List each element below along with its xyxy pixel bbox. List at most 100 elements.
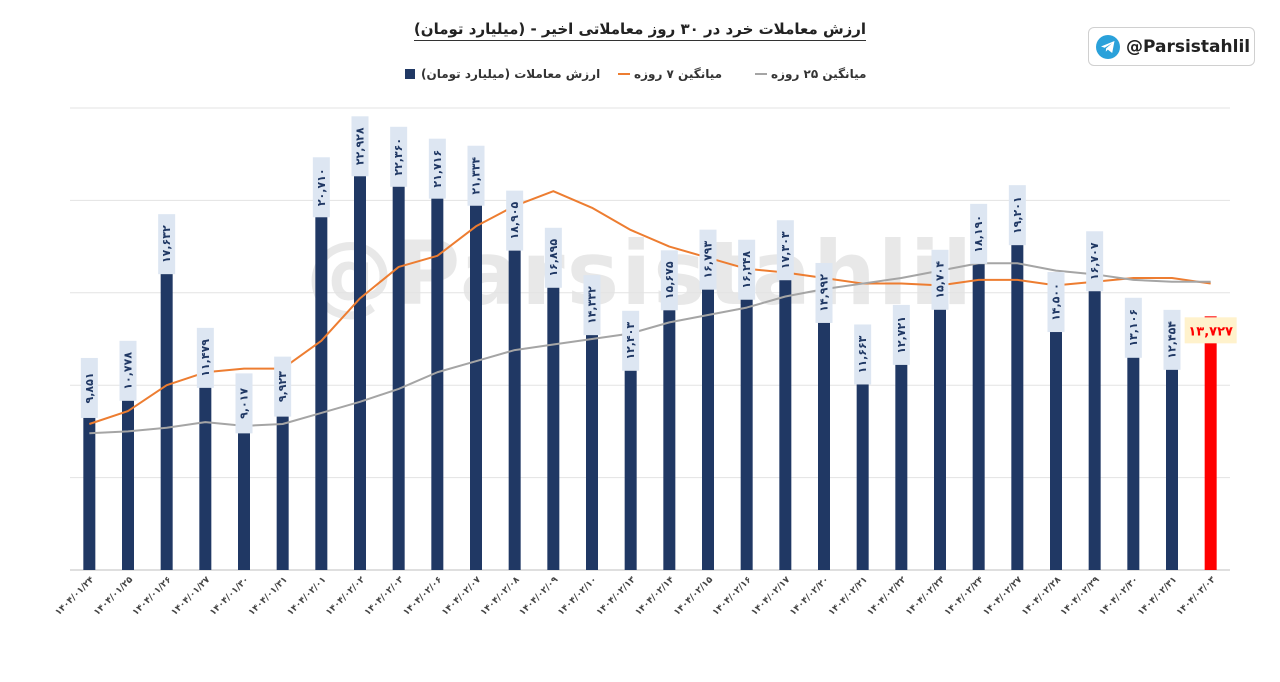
x-tick-label: ۱۴۰۴/۰۲/۰۲ bbox=[324, 575, 367, 618]
x-tick-label: ۱۴۰۴/۰۱/۲۷ bbox=[170, 575, 213, 618]
data-label: ۹,۸۵۱ bbox=[83, 372, 96, 403]
x-tick-label: ۱۴۰۴/۰۲/۲۴ bbox=[943, 575, 986, 618]
data-label-box bbox=[583, 275, 601, 336]
x-tick-label: ۱۴۰۴/۰۲/۲۹ bbox=[1059, 575, 1102, 618]
x-tick-label: ۱۴۰۴/۰۲/۰۱ bbox=[286, 575, 329, 618]
data-label-box bbox=[312, 157, 330, 218]
bar bbox=[663, 280, 676, 570]
data-label: ۱۹,۲۰۱ bbox=[1011, 196, 1024, 234]
bar bbox=[315, 187, 328, 570]
bar bbox=[740, 269, 753, 570]
data-label: ۱۱,۴۷۹ bbox=[199, 339, 212, 377]
bar bbox=[934, 279, 946, 570]
bar bbox=[547, 257, 560, 570]
x-tick-label: ۱۴۰۴/۰۲/۲۲ bbox=[866, 575, 909, 618]
data-label: ۱۴,۵۰۰ bbox=[1050, 283, 1063, 321]
data-label-box bbox=[544, 227, 562, 288]
legend-label-ma25: میانگین ۲۵ روزه bbox=[771, 67, 867, 81]
bar bbox=[1050, 302, 1062, 570]
bar bbox=[895, 334, 908, 570]
x-tick-label: ۱۴۰۴/۰۲/۱۶ bbox=[711, 575, 754, 618]
bar bbox=[779, 250, 792, 571]
x-tick-label: ۱۴۰۴/۰۲/۲۱ bbox=[827, 575, 870, 618]
bar bbox=[586, 305, 598, 570]
x-tick-label: ۱۴۰۴/۰۱/۳۱ bbox=[247, 575, 290, 618]
x-tick-label: ۱۴۰۴/۰۲/۰۳ bbox=[363, 575, 406, 618]
x-tick-label: ۱۴۰۴/۰۲/۱۷ bbox=[750, 575, 793, 618]
x-tick-label: ۱۴۰۴/۰۲/۱۳ bbox=[595, 575, 638, 618]
data-label: ۱۶,۷۰۷ bbox=[1088, 242, 1101, 280]
legend-label-ma7: میانگین ۷ روزه bbox=[634, 67, 723, 81]
chart-title: ارزش معاملات خرد در ۳۰ روز معاملاتی اخیر… bbox=[0, 20, 1280, 41]
data-label-box bbox=[196, 327, 214, 388]
data-label-box bbox=[854, 324, 872, 385]
data-label-box bbox=[80, 357, 98, 418]
data-label-box bbox=[351, 116, 369, 177]
data-label-box bbox=[1086, 231, 1104, 292]
x-tick-label: ۱۴۰۴/۰۲/۱۰ bbox=[556, 575, 599, 618]
data-label-box bbox=[467, 145, 485, 206]
x-tick-label: ۱۴۰۴/۰۱/۲۵ bbox=[92, 575, 135, 618]
legend-item-ma7: میانگین ۷ روزه bbox=[618, 64, 723, 84]
data-label: ۱۸,۹۰۵ bbox=[508, 201, 521, 239]
data-label: ۲۱,۷۱۶ bbox=[431, 150, 444, 188]
x-tick-label: ۱۴۰۴/۰۳/۰۳ bbox=[1175, 575, 1218, 618]
x-tick-label: ۱۴۰۴/۰۲/۰۷ bbox=[440, 575, 483, 618]
x-tick-label: ۱۴۰۴/۰۱/۲۴ bbox=[54, 575, 97, 618]
legend-swatch-ma25 bbox=[755, 73, 767, 75]
channel-badge[interactable]: @Parsistahlil bbox=[1088, 27, 1255, 66]
data-label-box bbox=[970, 203, 988, 264]
data-label-box bbox=[776, 220, 794, 281]
data-label-box bbox=[235, 373, 253, 434]
legend-label-value: ارزش معاملات (میلیارد تومان) bbox=[421, 67, 601, 81]
x-tick-label: ۱۴۰۴/۰۲/۳۱ bbox=[1136, 575, 1179, 618]
bar bbox=[122, 370, 134, 570]
data-label: ۱۶,۸۹۵ bbox=[547, 239, 560, 277]
legend-item-value: ارزش معاملات (میلیارد تومان) bbox=[405, 64, 601, 84]
bar bbox=[199, 357, 212, 570]
data-label-box bbox=[1047, 272, 1065, 333]
data-label: ۱۶,۲۴۸ bbox=[740, 251, 753, 289]
data-label: ۱۲,۷۲۱ bbox=[895, 316, 908, 354]
data-label-box bbox=[622, 310, 640, 371]
x-tick-label: ۱۴۰۴/۰۲/۱۵ bbox=[672, 575, 715, 618]
data-label: ۱۷,۳۰۳ bbox=[779, 231, 792, 269]
x-tick-label: ۱۴۰۴/۰۲/۲۰ bbox=[788, 575, 831, 618]
data-label-box bbox=[738, 239, 756, 300]
data-label: ۱۳,۷۲۷ bbox=[1188, 324, 1233, 339]
bar bbox=[276, 386, 289, 570]
x-tick-label: ۱۴۰۴/۰۲/۱۴ bbox=[634, 575, 677, 618]
data-label-box bbox=[506, 190, 524, 251]
bar bbox=[818, 292, 830, 570]
data-label-box bbox=[892, 304, 910, 365]
data-label: ۱۱,۶۶۳ bbox=[856, 335, 869, 373]
bar bbox=[508, 220, 521, 570]
x-tick-label: ۱۴۰۴/۰۲/۲۳ bbox=[904, 575, 947, 618]
legend-swatch-bar bbox=[405, 69, 415, 79]
data-label-box bbox=[660, 250, 678, 311]
ma25-line bbox=[89, 262, 1211, 435]
data-label-box bbox=[1124, 297, 1142, 358]
data-label: ۱۲,۴۰۳ bbox=[624, 322, 637, 360]
bar bbox=[624, 340, 637, 570]
data-label-box bbox=[390, 126, 408, 187]
data-label-box bbox=[699, 229, 717, 290]
data-label: ۲۰,۷۱۰ bbox=[315, 168, 328, 206]
x-tick-label: ۱۴۰۴/۰۲/۳۰ bbox=[1098, 575, 1141, 618]
data-label-box bbox=[1008, 185, 1026, 246]
data-label: ۱۴,۳۳۲ bbox=[586, 286, 599, 324]
data-label-box bbox=[428, 138, 446, 199]
bar bbox=[856, 354, 869, 570]
legend-item-ma25: میانگین ۲۵ روزه bbox=[755, 64, 867, 84]
data-label: ۱۸,۱۹۰ bbox=[972, 215, 985, 253]
chart-legend: ارزش معاملات (میلیارد تومان) میانگین ۷ ر… bbox=[0, 64, 1280, 86]
channel-handle: @Parsistahlil bbox=[1126, 36, 1251, 57]
ma7-line bbox=[89, 190, 1211, 425]
data-label: ۲۲,۹۲۸ bbox=[354, 127, 367, 165]
bar bbox=[702, 259, 714, 570]
telegram-icon bbox=[1096, 34, 1120, 59]
bar bbox=[238, 403, 250, 570]
bar bbox=[1127, 327, 1140, 570]
bar bbox=[392, 156, 405, 570]
